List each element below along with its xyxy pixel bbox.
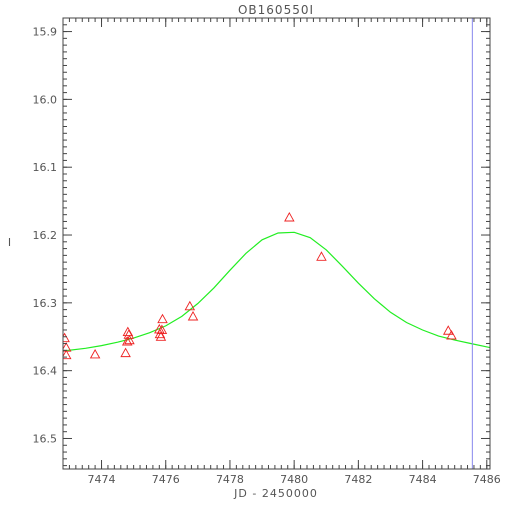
y-tick-label: 16.4 xyxy=(33,365,58,378)
x-axis: 7474 7476 7478 7480 7482 7484 7486 xyxy=(62,18,501,486)
data-point xyxy=(156,324,168,335)
model-curve xyxy=(63,231,490,352)
y-tick-label: 16.0 xyxy=(33,93,58,106)
y-tick-label: 16.2 xyxy=(33,229,58,242)
y-tick-label: 16.5 xyxy=(33,432,58,445)
model-layer xyxy=(63,231,490,352)
data-point xyxy=(123,329,135,339)
x-tick-label: 7476 xyxy=(152,473,180,486)
data-point xyxy=(63,349,72,360)
data-point xyxy=(187,310,199,321)
y-tick-label: 16.3 xyxy=(33,297,58,310)
data-point xyxy=(122,326,134,337)
data-point xyxy=(157,313,168,324)
data-point xyxy=(284,211,295,222)
x-tick-label: 7484 xyxy=(409,473,437,486)
y-axis: 15.9 16.0 16.1 16.2 16.3 16.4 16.5 xyxy=(33,17,490,467)
data-point xyxy=(442,325,454,335)
data-point xyxy=(316,251,327,261)
x-axis-label: JD - 2450000 xyxy=(233,487,318,500)
data-point xyxy=(154,323,165,334)
chart-title: OB160550I xyxy=(238,3,314,17)
data-point xyxy=(446,329,457,340)
plot-frame xyxy=(62,17,491,470)
points-layer xyxy=(63,211,457,360)
data-point xyxy=(184,300,196,311)
x-tick-label: 7482 xyxy=(344,473,372,486)
y-axis-label: I xyxy=(8,236,12,249)
x-tick-label: 7486 xyxy=(473,473,501,486)
y-tick-label: 15.9 xyxy=(33,26,58,39)
x-tick-label: 7480 xyxy=(280,473,308,486)
x-tick-label: 7474 xyxy=(88,473,116,486)
data-point xyxy=(124,334,135,345)
x-tick-label: 7478 xyxy=(216,473,244,486)
data-point xyxy=(155,331,167,341)
data-point xyxy=(63,332,70,343)
y-tick-label: 16.1 xyxy=(33,161,58,174)
data-point xyxy=(121,336,133,346)
data-point xyxy=(120,347,131,358)
plot-area xyxy=(63,18,490,469)
data-point xyxy=(89,348,101,359)
